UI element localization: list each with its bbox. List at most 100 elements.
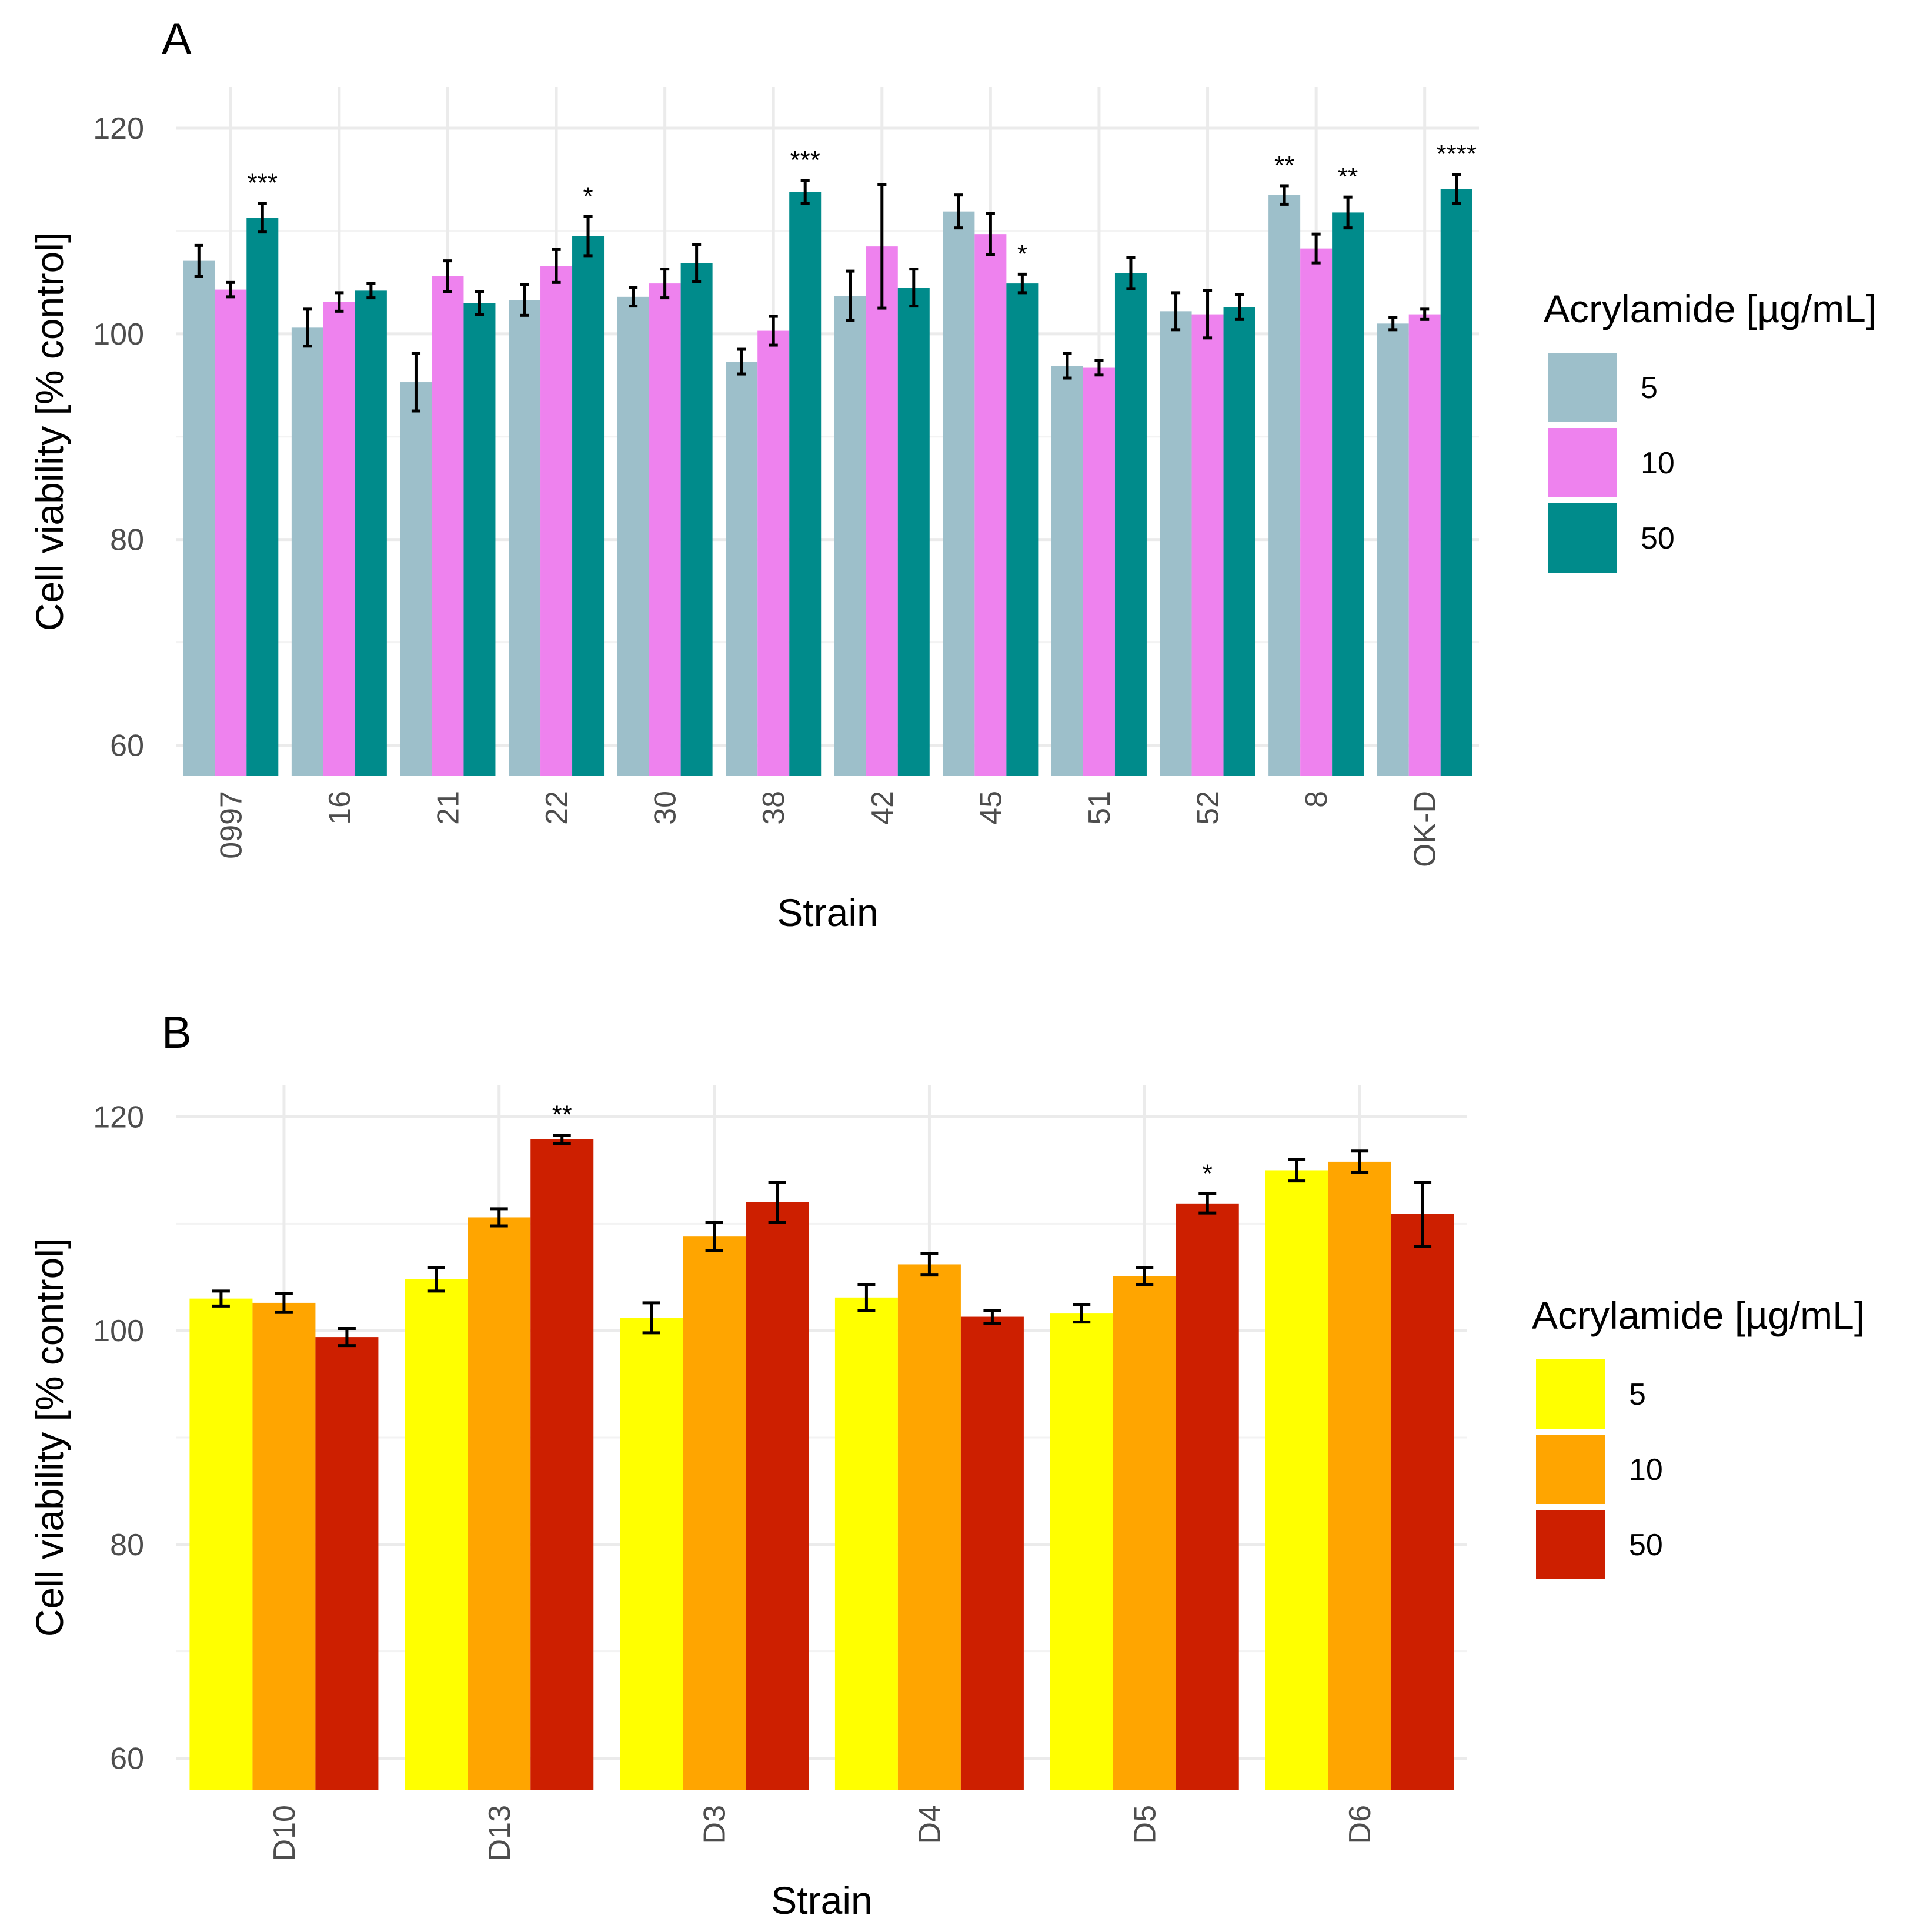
bar-21-50 [463,303,496,776]
y-tick-label-60: 60 [110,729,144,763]
error-bar-D13-10 [490,1207,508,1228]
bar-D3-10 [683,1236,746,1790]
bar-D13-10 [468,1217,531,1790]
bar-38-10 [757,330,790,776]
error-bar-D3-5 [642,1301,660,1335]
y-tick-label-100: 100 [93,317,144,352]
error-bar-52-5 [1171,291,1181,332]
significance-label-D13-50: ** [552,1100,572,1129]
error-bar-22-10 [552,248,561,284]
significance-label-38-50: *** [790,146,820,175]
x-tick-label-D4: D4 [913,1805,947,1844]
error-bar-42-5 [846,269,855,322]
legend-title: Acrylamide [µg/mL] [1544,287,1876,330]
y-tick-label-80: 80 [110,1528,144,1562]
legend-label-50: 50 [1629,1528,1663,1562]
x-axis-title: Strain [777,891,878,934]
significance-label-D5-50: * [1203,1159,1213,1188]
error-bar-51-50 [1126,256,1136,290]
error-bar-0997-10 [226,280,235,299]
x-tick-label-38: 38 [757,791,791,825]
x-tick-label-8: 8 [1300,791,1334,808]
error-bar-30-10 [660,268,670,300]
x-tick-label-D5: D5 [1128,1805,1162,1844]
significance-label-0997-50: *** [248,169,278,198]
bar-51-5 [1051,366,1083,776]
error-bar-21-5 [411,352,421,413]
bar-22-10 [540,266,573,777]
bar-D6-5 [1265,1170,1328,1790]
bar-D3-5 [620,1318,683,1790]
legend-key-50 [1536,1510,1605,1579]
x-tick-label-0997: 0997 [214,791,248,859]
error-bar-D6-10 [1351,1149,1369,1174]
error-bar-52-50 [1234,293,1244,321]
error-bar-38-5 [737,347,746,376]
error-bar-51-10 [1094,359,1104,377]
bar-D4-10 [897,1264,961,1790]
x-tick-label-52: 52 [1191,791,1226,825]
error-bar-42-10 [877,183,887,310]
x-tick-label-D13: D13 [483,1805,517,1861]
x-tick-label-D3: D3 [698,1805,732,1844]
y-tick-label-60: 60 [110,1742,144,1776]
error-bar-42-50 [909,268,919,308]
error-bar-22-5 [520,283,529,317]
significance-label-8-50: ** [1338,162,1358,191]
legend-key-50 [1548,503,1617,573]
x-tick-label-D6: D6 [1343,1805,1377,1844]
bar-16-50 [355,290,387,776]
error-bar-D6-5 [1288,1158,1306,1183]
bar-OK-D-50 [1440,189,1472,776]
error-bar-OK-D-10 [1420,307,1430,321]
bar-52-10 [1191,314,1224,776]
x-tick-label-21: 21 [431,791,465,825]
error-bar-45-10 [986,212,995,256]
error-bar-8-10 [1311,232,1321,265]
bar-42-5 [834,296,866,776]
bar-D13-5 [405,1279,468,1790]
bar-38-5 [726,362,758,776]
x-tick-label-22: 22 [540,791,574,825]
bar-D10-5 [189,1298,253,1790]
error-bar-16-5 [303,307,312,348]
error-bar-22-50 [583,215,593,258]
error-bar-D10-5 [212,1289,230,1308]
bar-D5-5 [1050,1313,1113,1790]
bar-OK-D-10 [1408,314,1441,776]
panel-letter-b: B [162,1008,192,1058]
x-axis-title: Strain [771,1878,872,1922]
bar-30-5 [617,296,649,776]
x-tick-label-30: 30 [649,791,683,825]
bar-30-10 [649,283,681,777]
error-bar-0997-5 [194,243,203,278]
y-axis-title: Cell viability [% control] [28,232,71,631]
bar-51-10 [1083,367,1115,776]
legend-label-50: 50 [1641,522,1675,556]
panel-letter-a: A [162,14,192,64]
bar-42-10 [866,246,898,776]
bar-D10-10 [252,1302,316,1790]
error-bar-8-5 [1280,184,1289,206]
x-tick-label-D10: D10 [268,1805,302,1861]
error-bar-D5-50 [1198,1192,1217,1215]
y-tick-label-80: 80 [110,523,144,557]
legend-label-5: 5 [1641,371,1658,405]
legend-key-10 [1548,428,1617,497]
error-bar-16-50 [366,282,376,300]
bar-8-5 [1268,195,1301,776]
legend-key-5 [1536,1359,1605,1429]
bar-22-50 [572,236,605,776]
bar-D6-50 [1391,1214,1454,1790]
error-bar-D3-50 [768,1180,786,1225]
bar-52-5 [1160,311,1192,776]
error-bar-21-10 [443,259,453,293]
legend: Acrylamide [µg/mL] 5 10 50 [1532,1293,1865,1579]
error-bar-51-5 [1063,352,1072,380]
error-bar-D3-10 [705,1221,723,1252]
error-bar-38-10 [769,315,778,347]
error-bar-D4-10 [920,1252,939,1277]
x-tick-label-45: 45 [974,791,1008,825]
